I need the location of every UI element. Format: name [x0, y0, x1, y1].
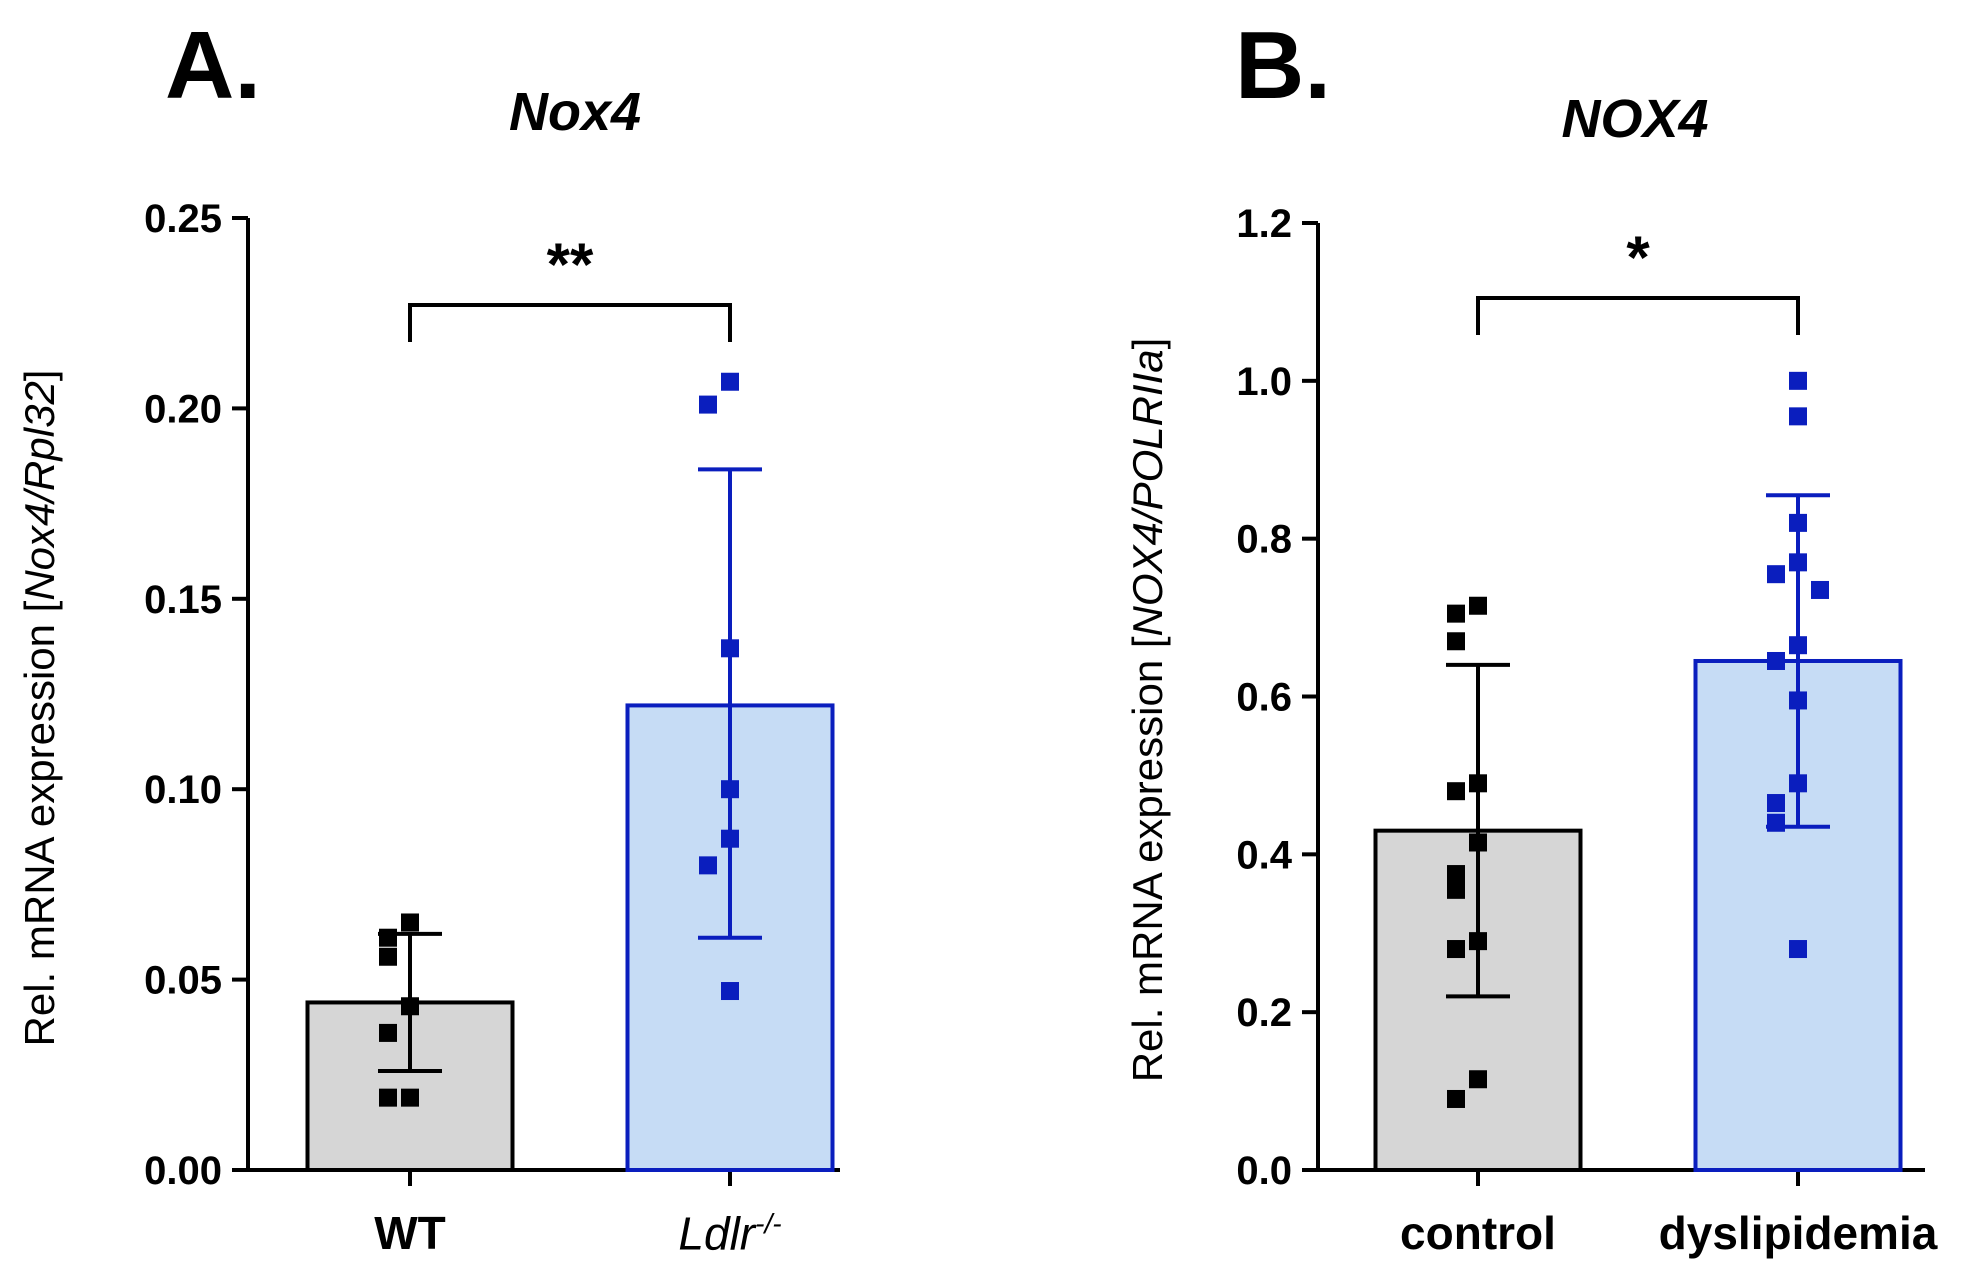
panel-label: A. [165, 12, 261, 119]
data-point [1789, 774, 1807, 793]
data-point [1469, 774, 1487, 793]
x-tick-label-dyslipidemia: dyslipidemia [1658, 1207, 1938, 1259]
data-point [1469, 833, 1487, 852]
y-tick-label: 0.8 [1236, 518, 1292, 562]
data-point [379, 928, 397, 947]
data-point [1767, 794, 1785, 813]
data-point [379, 1088, 397, 1107]
data-point [379, 947, 397, 966]
data-point [1447, 1089, 1465, 1108]
significance-bracket [408, 303, 732, 342]
x-tick-label-ldlr: Ldlr-/- [678, 1207, 782, 1260]
data-point [1789, 940, 1807, 959]
y-tick-label: 1.2 [1236, 202, 1292, 246]
y-tick-label: 0.2 [1236, 991, 1292, 1035]
data-point [1447, 632, 1465, 651]
bar-chart-a: 0.00 0.05 0.10 0.15 0.20 0.25 ** [144, 197, 840, 1193]
data-point [401, 997, 419, 1016]
y-tick-label: 0.0 [1236, 1149, 1292, 1193]
bar-chart-b: 0.0 0.2 0.4 0.6 0.8 1.0 1.2 * [1236, 202, 1925, 1193]
panel-a: A. Nox4 Rel. mRNA expression [Nox4/Rpl32… [16, 12, 840, 1260]
data-point [1447, 865, 1465, 884]
y-tick-label: 0.05 [144, 959, 222, 1003]
data-point [699, 395, 717, 414]
data-point [1447, 604, 1465, 623]
x-tick-label-wt: WT [374, 1207, 446, 1259]
data-point [1789, 513, 1807, 532]
data-point [1767, 813, 1785, 832]
data-point [1767, 565, 1785, 584]
data-point [401, 913, 419, 932]
y-tick-label: 0.25 [144, 197, 222, 241]
panel-label: B. [1235, 12, 1331, 119]
data-point [1789, 371, 1807, 390]
data-point [1789, 691, 1807, 710]
data-point [721, 829, 739, 848]
data-point [699, 856, 717, 875]
y-tick-label: 0.15 [144, 578, 222, 622]
data-point [1789, 553, 1807, 572]
y-tick-label: 0.10 [144, 768, 222, 812]
y-tick-label: 0.20 [144, 387, 222, 431]
significance-bracket [1476, 296, 1800, 335]
data-point [721, 639, 739, 658]
data-point [721, 982, 739, 1001]
data-point [379, 1023, 397, 1042]
data-point [401, 1088, 419, 1107]
data-point [721, 780, 739, 799]
data-point [1469, 932, 1487, 951]
significance-label: * [1626, 224, 1650, 291]
significance-label: ** [547, 231, 594, 298]
chart-title: Nox4 [508, 82, 642, 142]
x-tick-label-control: control [1400, 1207, 1556, 1259]
data-point [1789, 407, 1807, 426]
y-tick-label: 0.6 [1236, 676, 1292, 720]
y-tick-label: 0.00 [144, 1149, 222, 1193]
data-point [1469, 1070, 1487, 1089]
data-point [1469, 596, 1487, 615]
data-point [721, 372, 739, 391]
data-point [1789, 636, 1807, 655]
y-tick-label: 1.0 [1236, 360, 1292, 404]
data-point [1447, 782, 1465, 801]
panel-b: B. NOX4 Rel. mRNA expression [NOX4/POLRI… [1000, 0, 1967, 1263]
data-point [1811, 580, 1829, 599]
y-tick-label: 0.4 [1236, 833, 1292, 877]
data-point [1447, 880, 1465, 899]
data-point [1767, 651, 1785, 670]
data-point [1447, 940, 1465, 959]
chart-title: NOX4 [1561, 89, 1709, 149]
